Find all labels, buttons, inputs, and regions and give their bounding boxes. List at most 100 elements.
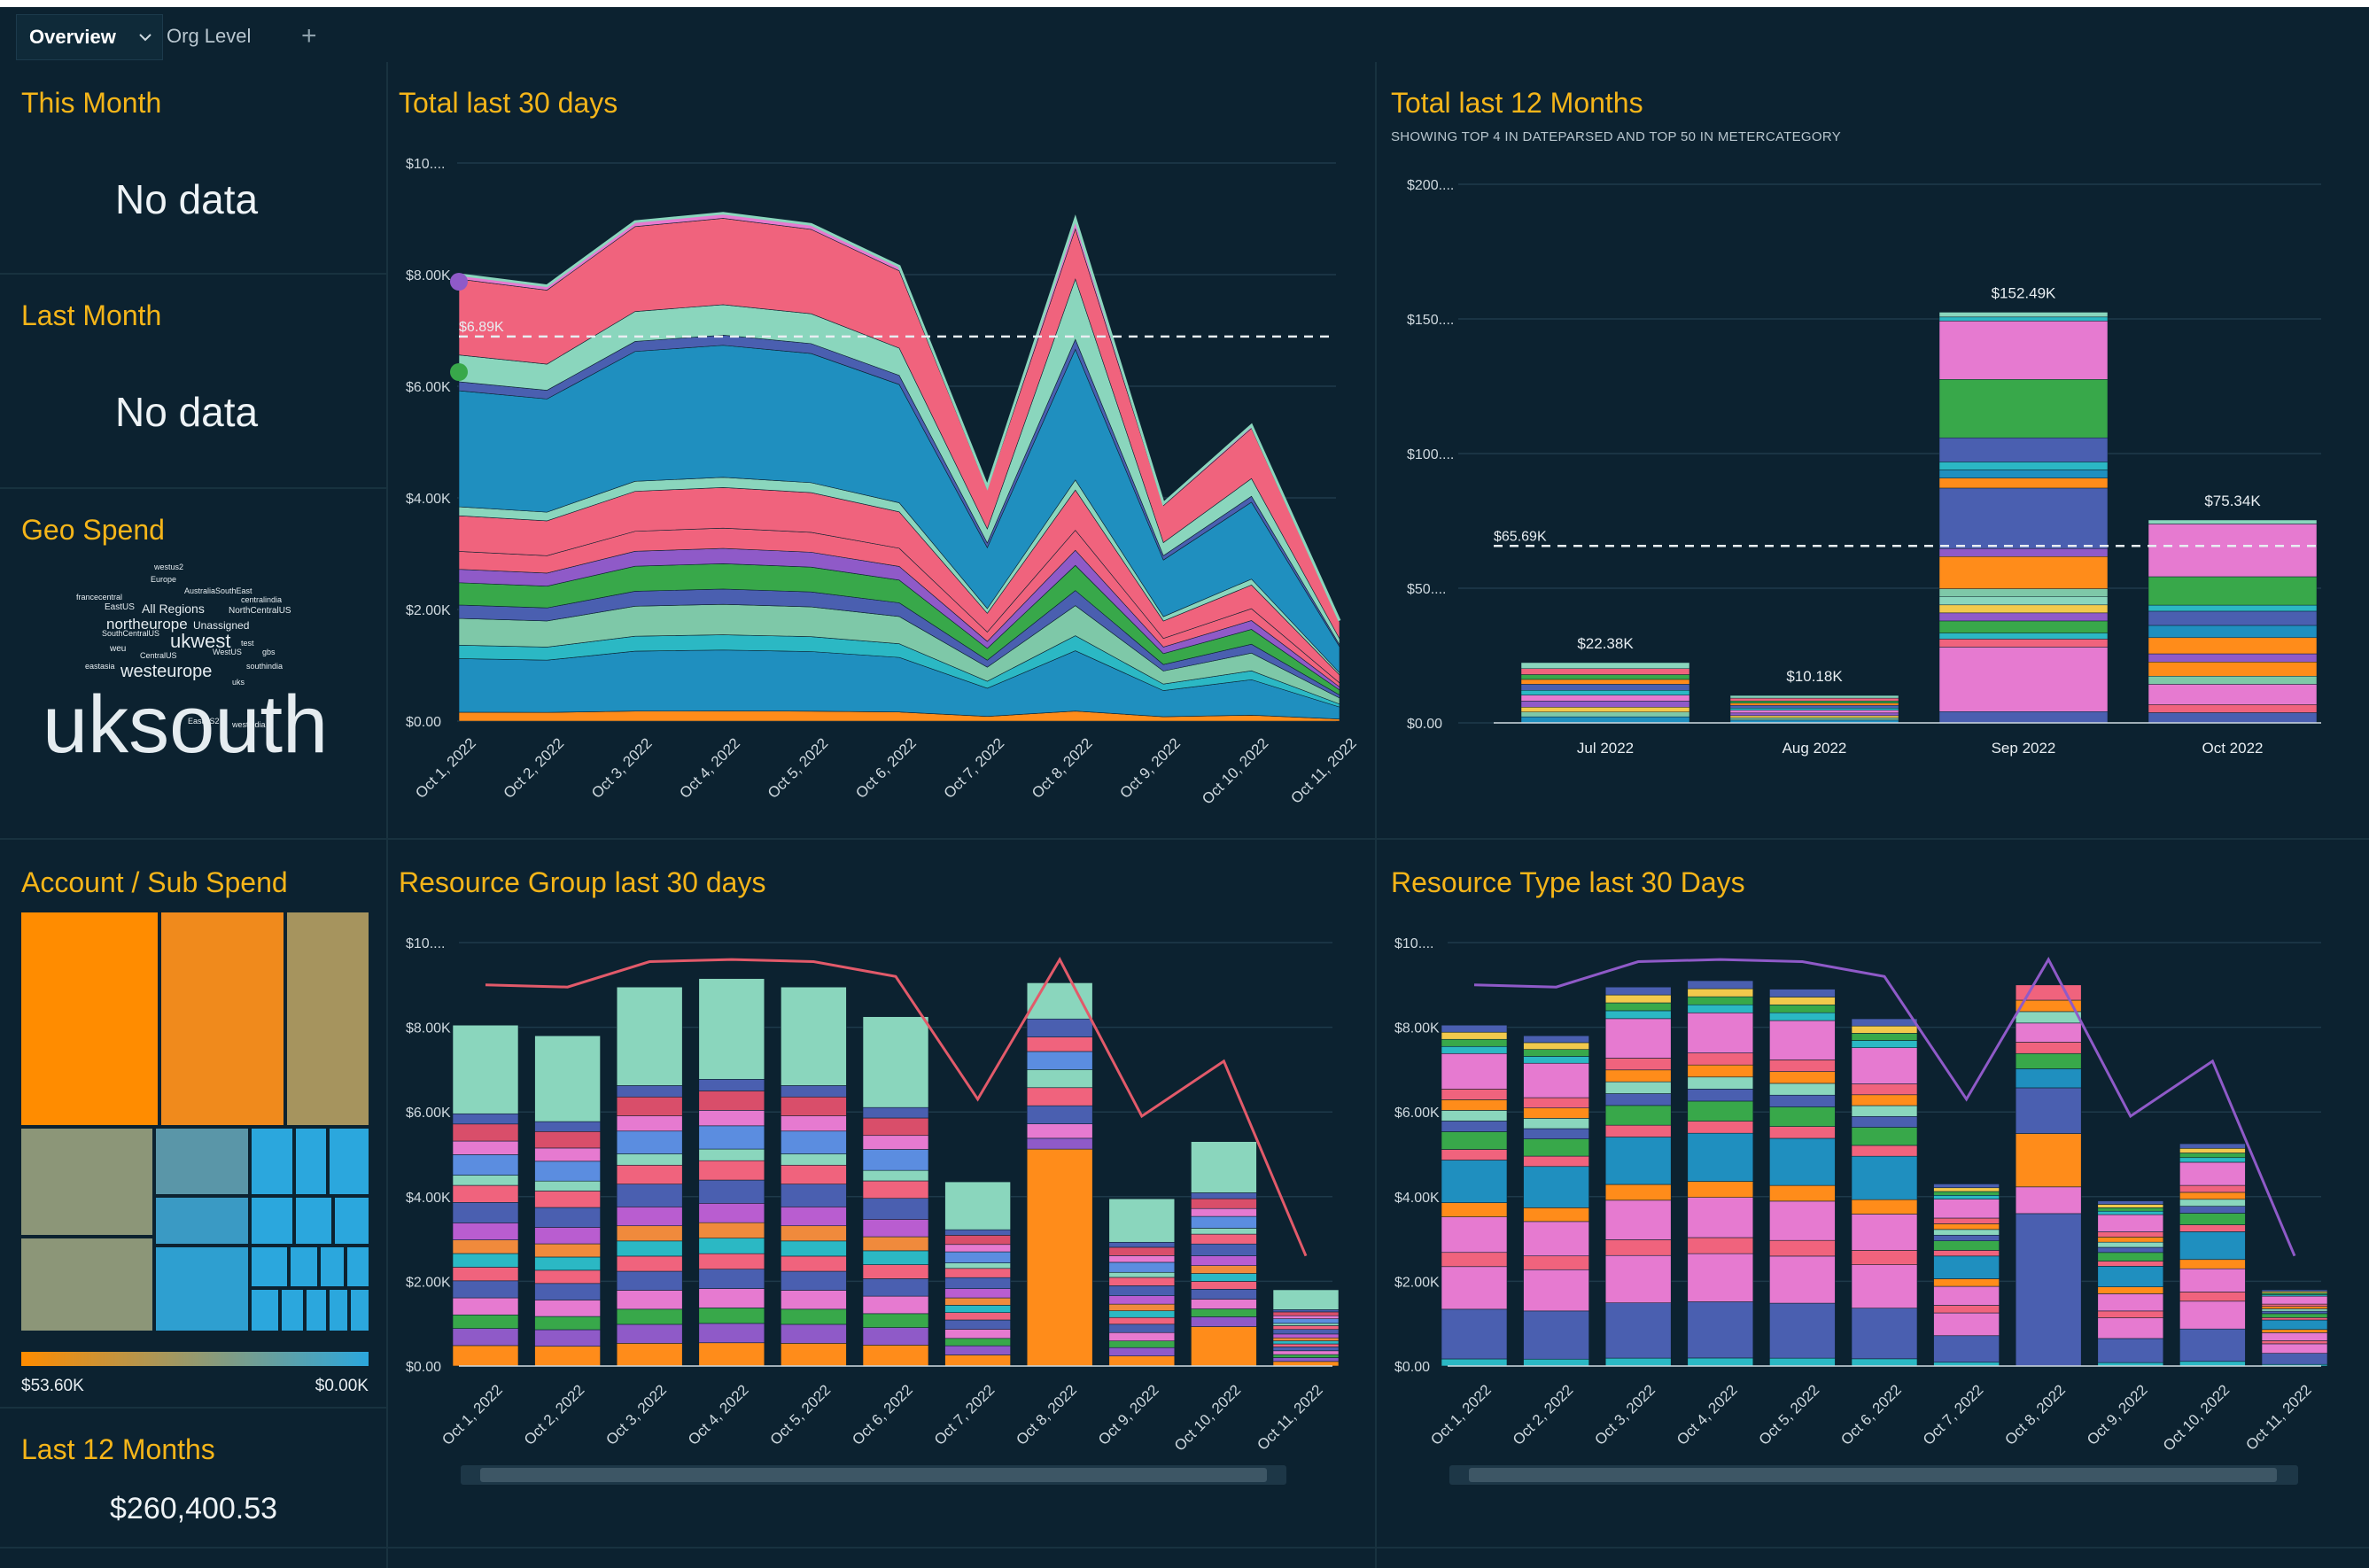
add-sheet-icon[interactable]: + bbox=[301, 21, 317, 50]
account-sub-spend-treemap[interactable]: Account / Sub Spend $53.60K $0.00K bbox=[0, 840, 386, 1407]
divider bbox=[0, 1407, 386, 1409]
horizontal-scrollbar[interactable] bbox=[1449, 1465, 2298, 1485]
bar-segment bbox=[534, 1269, 601, 1285]
bar-segment bbox=[1933, 1250, 2000, 1257]
bar-segment bbox=[1523, 1128, 1589, 1139]
y-tick-label: $0.00 bbox=[406, 1360, 441, 1375]
scrollbar-thumb[interactable] bbox=[1469, 1468, 2277, 1482]
bar-segment bbox=[2261, 1343, 2328, 1354]
bar-segment bbox=[1851, 1025, 1918, 1034]
bar-segment bbox=[781, 1207, 847, 1227]
geo-word[interactable]: gbs bbox=[262, 648, 276, 656]
geo-word[interactable]: centralindia bbox=[241, 595, 283, 604]
treemap-tile[interactable] bbox=[330, 1129, 369, 1194]
geo-word[interactable]: westeurope bbox=[120, 662, 213, 681]
bar-segment bbox=[1520, 701, 1690, 708]
treemap-tile[interactable] bbox=[156, 1198, 248, 1244]
geo-word[interactable]: westindia bbox=[232, 720, 266, 729]
geo-word[interactable]: eastasia bbox=[85, 662, 115, 671]
kpi-last-12-months[interactable]: Last 12 Months $260,400.53 bbox=[0, 1409, 386, 1547]
treemap-tile[interactable] bbox=[287, 912, 369, 1125]
geo-word[interactable]: Europe bbox=[151, 575, 177, 584]
treemap-tile[interactable] bbox=[21, 1129, 152, 1235]
treemap-tile[interactable] bbox=[21, 1238, 152, 1331]
bar-segment bbox=[2148, 519, 2318, 524]
bar-segment bbox=[1851, 1199, 1918, 1215]
treemap-tile[interactable] bbox=[296, 1129, 326, 1194]
bar-segment bbox=[1108, 1261, 1176, 1273]
treemap-tile[interactable] bbox=[330, 1290, 347, 1331]
treemap-tile[interactable] bbox=[347, 1247, 369, 1286]
bar-segment bbox=[1604, 1124, 1672, 1137]
geo-word[interactable]: EastUS2 bbox=[188, 717, 220, 726]
treemap-tile[interactable] bbox=[156, 1247, 248, 1331]
geo-word[interactable]: francecentral bbox=[76, 593, 123, 602]
treemap-tile[interactable] bbox=[335, 1198, 369, 1244]
bar-segment bbox=[944, 1277, 1011, 1289]
geo-word[interactable]: CentralUS bbox=[140, 651, 177, 660]
geo-word[interactable]: WestUS bbox=[213, 648, 242, 656]
treemap-tile[interactable] bbox=[252, 1198, 292, 1244]
bar-segment bbox=[781, 1270, 847, 1291]
bar-segment bbox=[1441, 1038, 1508, 1047]
treemap-tile[interactable] bbox=[161, 912, 284, 1125]
bar-segment bbox=[616, 1115, 683, 1132]
treemap-tile[interactable] bbox=[296, 1198, 331, 1244]
bar-segment bbox=[781, 1290, 847, 1310]
treemap-tile[interactable] bbox=[252, 1290, 278, 1331]
treemap-tile[interactable] bbox=[291, 1247, 317, 1286]
treemap-tile[interactable] bbox=[252, 1247, 287, 1286]
tab-org-level[interactable]: Org Level bbox=[167, 14, 299, 58]
geo-word[interactable]: NorthCentralUS bbox=[229, 606, 291, 616]
treemap-tile[interactable] bbox=[282, 1290, 303, 1331]
kpi-this-month[interactable]: This Month No data bbox=[0, 62, 386, 273]
geo-word[interactable]: northeurope bbox=[106, 616, 188, 633]
geo-word[interactable]: SouthCentralUS bbox=[102, 629, 160, 638]
horizontal-scrollbar[interactable] bbox=[461, 1465, 1286, 1485]
chevron-down-icon[interactable] bbox=[137, 27, 153, 50]
bar-segment bbox=[534, 1256, 601, 1271]
treemap-tile[interactable] bbox=[21, 912, 158, 1125]
chart-total-last-12-months[interactable]: Total last 12 Months SHOWING TOP 4 IN DA… bbox=[1377, 62, 2369, 838]
treemap-tile[interactable] bbox=[351, 1290, 369, 1331]
bar-segment bbox=[1191, 1198, 1257, 1209]
geo-word[interactable]: AustraliaSouthEast bbox=[184, 586, 252, 595]
bar-segment bbox=[944, 1312, 1011, 1321]
chart-total-last-30-days[interactable]: Total last 30 days $0.00 $2.00K $4.00K $6.0… bbox=[388, 62, 1375, 838]
tab-overview[interactable]: Overview bbox=[16, 14, 163, 60]
geo-word[interactable]: uks bbox=[232, 678, 245, 687]
geo-word[interactable]: test bbox=[241, 639, 254, 648]
bar-segment bbox=[1191, 1281, 1257, 1290]
bar-segment bbox=[616, 1164, 683, 1184]
bar-segment bbox=[1523, 1035, 1589, 1044]
geo-word[interactable]: weu bbox=[110, 644, 127, 654]
bar-segment bbox=[944, 1268, 1011, 1278]
kpi-last-month[interactable]: Last Month No data bbox=[0, 275, 386, 487]
geo-spend-wordcloud[interactable]: Geo Spend westus2 Europe AustraliaSouthEas… bbox=[0, 489, 386, 838]
bar-segment bbox=[452, 1345, 519, 1367]
geo-word[interactable]: westus2 bbox=[154, 563, 184, 571]
panel-title: Last 12 Months bbox=[21, 1433, 215, 1465]
geo-word[interactable]: uksouth bbox=[43, 679, 329, 770]
treemap-tile[interactable] bbox=[321, 1247, 344, 1286]
chart-resource-group-last-30-days[interactable]: Resource Group last 30 days $0.00 $2.00K $… bbox=[388, 840, 1375, 1547]
bar-segment bbox=[2015, 1042, 2082, 1054]
bar-segment bbox=[1769, 1012, 1836, 1021]
geo-word[interactable]: All Regions bbox=[142, 602, 205, 616]
treemap-tile[interactable] bbox=[307, 1290, 326, 1331]
bar-segment bbox=[1729, 712, 1899, 717]
x-tick-label: Oct 10, 2022 bbox=[2160, 1381, 2233, 1454]
bar-segment bbox=[2261, 1317, 2328, 1321]
treemap-tile[interactable] bbox=[252, 1129, 292, 1194]
bar-segment bbox=[1272, 1354, 1340, 1358]
treemap-tile[interactable] bbox=[156, 1129, 248, 1194]
bar-segment bbox=[1938, 547, 2109, 557]
geo-word[interactable]: southindia bbox=[246, 662, 284, 671]
bar-segment bbox=[1108, 1255, 1176, 1263]
geo-word[interactable]: ukwest bbox=[170, 630, 231, 652]
bar-segment bbox=[1938, 639, 2109, 648]
geo-word[interactable]: EastUS bbox=[105, 602, 135, 612]
geo-word[interactable]: Unassigned bbox=[193, 619, 250, 632]
chart-resource-type-last-30-days[interactable]: Resource Type last 30 Days $0.00 $2.00K $4… bbox=[1377, 840, 2369, 1547]
scrollbar-thumb[interactable] bbox=[480, 1468, 1267, 1482]
